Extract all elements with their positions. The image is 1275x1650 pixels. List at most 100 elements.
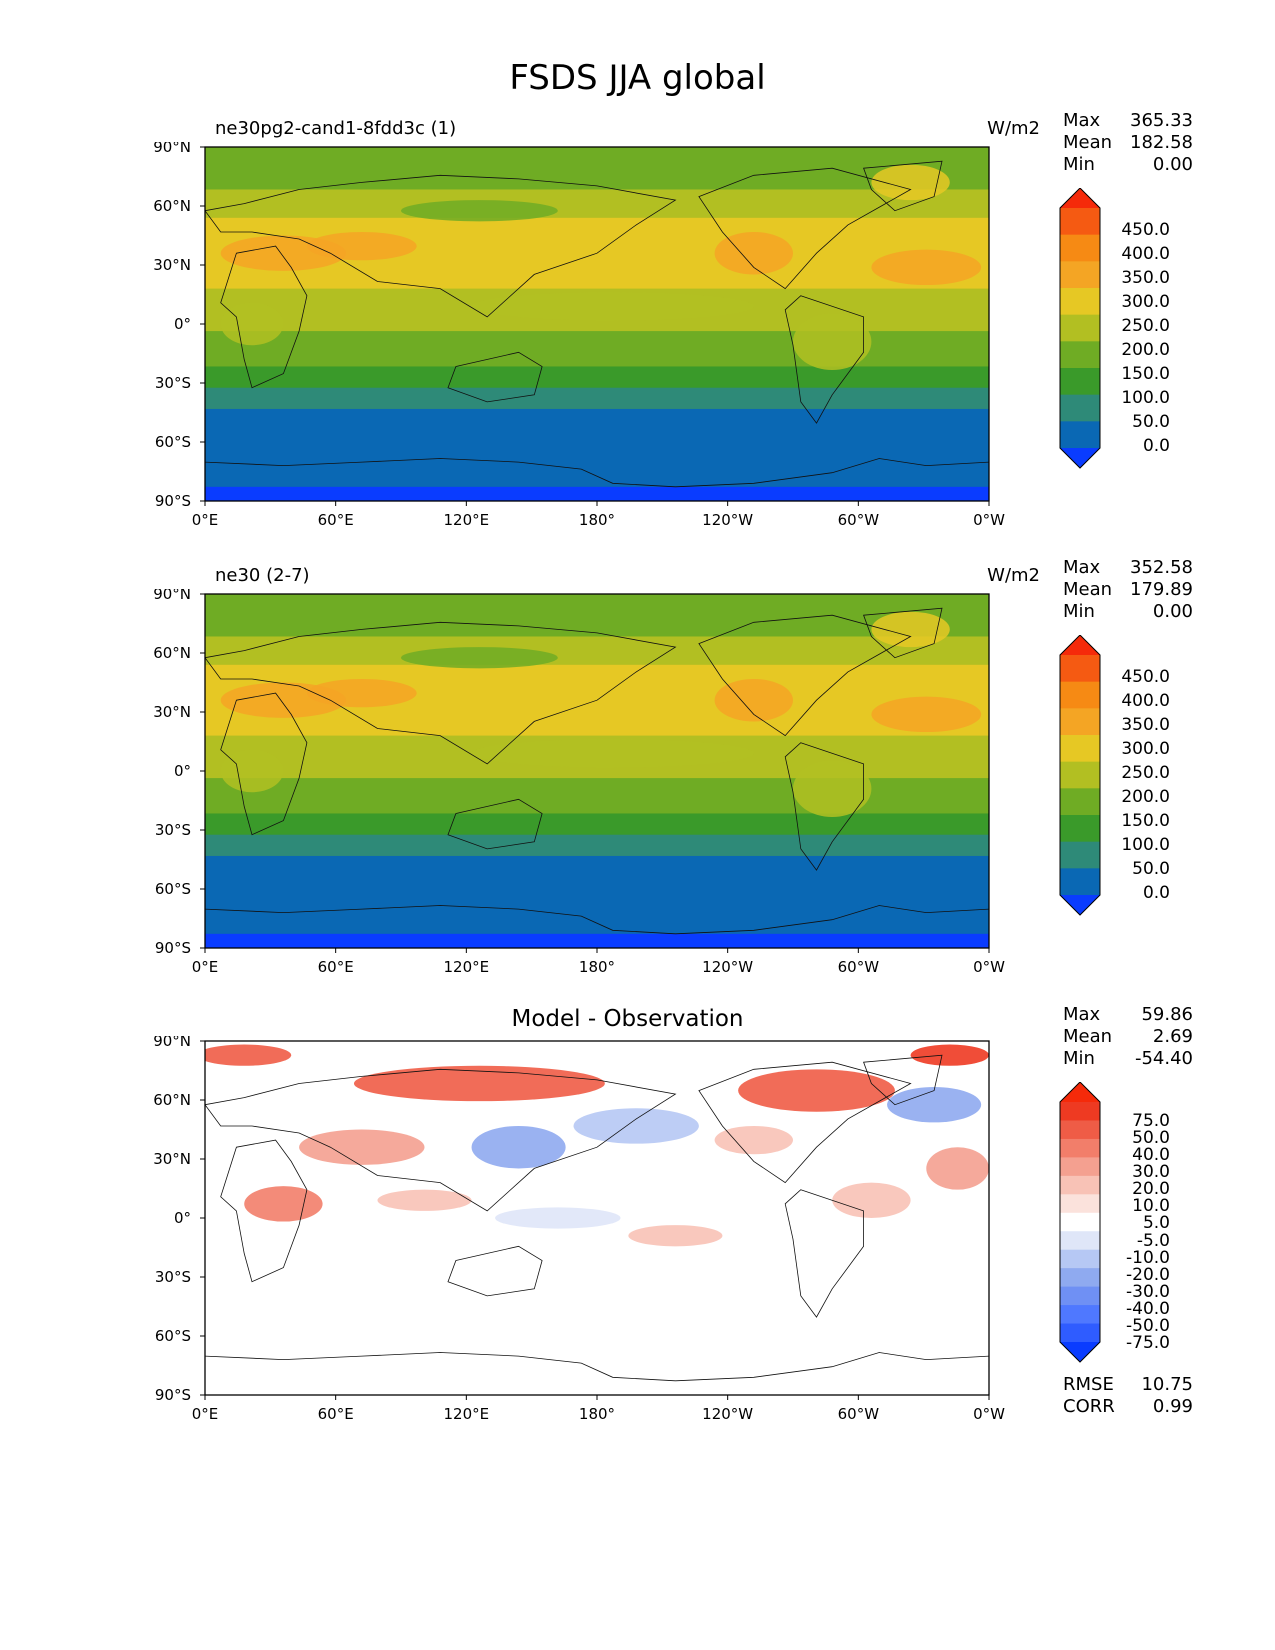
lon-tick-label: 60°W — [838, 511, 880, 529]
colorbar-segment — [1060, 208, 1100, 236]
field-band — [205, 147, 989, 169]
colorbar-segment — [1060, 1268, 1100, 1288]
colorbar-segment — [1060, 1323, 1100, 1343]
colorbar-segment — [1060, 421, 1100, 449]
lat-tick-label: 30°S — [155, 1268, 191, 1286]
lat-tick-label: 90°N — [153, 589, 191, 603]
lon-tick-label: 60°E — [318, 958, 354, 976]
colorbar-segment — [1060, 1175, 1100, 1195]
diff-contour-patch — [244, 1186, 323, 1222]
lat-tick-label: 60°N — [153, 197, 191, 215]
colorbar-segment — [1060, 1286, 1100, 1306]
stat-row: Min 0.00 — [1063, 154, 1193, 176]
lon-tick-label: 120°E — [444, 958, 490, 976]
stat-label: Mean — [1063, 1026, 1113, 1047]
coastline — [784, 742, 864, 871]
panel-title: Model - Observation — [511, 1006, 744, 1032]
colorbar-level-label: 0.0 — [1142, 436, 1170, 456]
colorbar-level-label: 250.0 — [1121, 763, 1170, 783]
colorbar-level-label: 75.0 — [1132, 1110, 1170, 1131]
colorbar-level-label: -5.0 — [1136, 1230, 1170, 1251]
coastline — [220, 692, 308, 836]
field-contour-patch — [401, 647, 558, 669]
coastline — [698, 167, 912, 290]
field-contour-patch — [220, 749, 284, 793]
lat-tick-label: 60°S — [155, 433, 191, 451]
map-panel: Model - Observation Max 59.86 Mean 2.69 Min -5… — [0, 1004, 1275, 1452]
stat-row: Max 59.86 — [1063, 1004, 1193, 1026]
colorbar-level-label: 100.0 — [1121, 388, 1170, 408]
diff-contour-patch — [910, 1044, 989, 1066]
field-contour-patch — [471, 292, 754, 321]
lat-tick-label: 60°S — [155, 880, 191, 898]
stat-value: 352.58 — [1130, 557, 1193, 578]
stat-label: Max — [1063, 110, 1101, 131]
page-title: FSDS JJA global — [509, 58, 766, 98]
stat-label: Min — [1063, 154, 1095, 175]
coastline — [698, 1061, 912, 1184]
lat-tick-label: 90°N — [153, 1036, 191, 1050]
diff-contour-patch — [471, 1125, 566, 1169]
coastline — [698, 614, 912, 737]
stat-label: Min — [1063, 1048, 1095, 1069]
colorbar-segment — [1060, 1102, 1100, 1121]
lat-tick-label: 30°S — [155, 374, 191, 392]
map-plot: 90°N 60°N 30°N 0° 30°S 60°S 90°S0°E 60°E 120°E 18… — [153, 1036, 1005, 1423]
field-contour-patch — [220, 302, 284, 346]
colorbar-level-label: 0.0 — [1142, 883, 1170, 903]
diff-contour-patch — [377, 1189, 472, 1211]
colorbar-level-label: 350.0 — [1121, 268, 1170, 288]
field-contour-patch — [871, 611, 950, 648]
field-band — [205, 778, 989, 814]
diff-contour-patch — [714, 1125, 793, 1155]
coastline — [205, 905, 989, 935]
lon-tick-label: 60°E — [318, 1405, 354, 1423]
field-band — [205, 594, 989, 616]
colorbar-extend-min — [1060, 895, 1100, 915]
map-plot: 90°N 60°N 30°N 0° 30°S 60°S 90°S0°E 60°E 120°E 18… — [153, 589, 1005, 976]
field-contour-patch — [306, 678, 417, 708]
colorbar-outline — [1059, 188, 1101, 469]
diff-contour-patch — [299, 1129, 425, 1165]
colorbar-extend-max — [1060, 1082, 1100, 1102]
field-band — [205, 813, 989, 836]
colorbar — [1059, 635, 1101, 916]
field-band — [205, 408, 989, 488]
field-band — [205, 615, 989, 637]
lon-tick-label: 0°W — [973, 1405, 1005, 1423]
coastline — [220, 245, 308, 389]
field-band — [205, 834, 989, 857]
lon-tick-label: 60°W — [838, 1405, 880, 1423]
field-band — [205, 168, 989, 190]
metric-row: RMSE 10.75 — [1063, 1374, 1193, 1396]
field-band — [205, 636, 989, 666]
colorbar — [1059, 188, 1101, 469]
field-contour-patch — [714, 231, 793, 275]
colorbar-level-label: 50.0 — [1132, 412, 1170, 432]
stat-label: Mean — [1063, 132, 1113, 153]
coastline — [863, 160, 943, 212]
lon-tick-label: 0°E — [192, 511, 219, 529]
lon-tick-label: 180° — [579, 1405, 615, 1423]
field-contour-patch — [793, 760, 872, 818]
colorbar-level-label: -20.0 — [1126, 1264, 1170, 1285]
colorbar-segment — [1060, 368, 1100, 396]
colorbar-level-label: 50.0 — [1132, 859, 1170, 879]
colorbar-level-label: -50.0 — [1126, 1316, 1170, 1337]
colorbar-level-label: -75.0 — [1126, 1333, 1170, 1354]
colorbar-level-label: 50.0 — [1132, 1127, 1170, 1148]
colorbar-segment — [1060, 841, 1100, 869]
colorbar-outline — [1059, 635, 1101, 916]
lon-tick-label: 120°W — [702, 958, 753, 976]
field-contour-patch — [306, 231, 417, 261]
colorbar-extend-max — [1060, 635, 1100, 655]
coastline — [784, 1189, 864, 1318]
colorbar-level-label: 200.0 — [1121, 340, 1170, 360]
stat-row: Max 365.33 — [1063, 110, 1193, 132]
colorbar-level-label: -10.0 — [1126, 1247, 1170, 1268]
colorbar-level-label: 350.0 — [1121, 715, 1170, 735]
coastline — [447, 351, 543, 403]
lat-tick-label: 90°S — [155, 1386, 191, 1404]
colorbar-segment — [1060, 1194, 1100, 1214]
field-contour-patch — [714, 678, 793, 722]
